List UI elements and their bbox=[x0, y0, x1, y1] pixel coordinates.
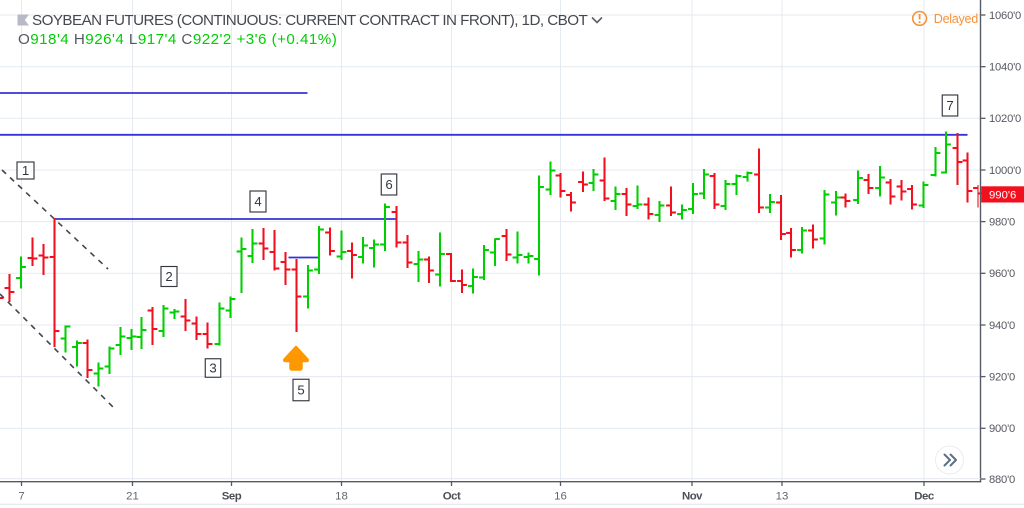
svg-text:Dec: Dec bbox=[914, 491, 934, 503]
svg-text:900'0: 900'0 bbox=[989, 423, 1015, 435]
svg-text:13: 13 bbox=[776, 491, 789, 503]
svg-text:7: 7 bbox=[18, 491, 24, 503]
svg-text:6: 6 bbox=[385, 177, 392, 192]
svg-text:5: 5 bbox=[297, 383, 304, 398]
svg-text:1020'0: 1020'0 bbox=[989, 113, 1021, 125]
svg-text:980'0: 980'0 bbox=[989, 217, 1015, 229]
svg-text:1: 1 bbox=[22, 163, 29, 178]
svg-text:16: 16 bbox=[554, 491, 567, 503]
svg-text:21: 21 bbox=[126, 491, 139, 503]
svg-text:Nov: Nov bbox=[682, 491, 703, 503]
svg-text:Delayed: Delayed bbox=[934, 12, 978, 26]
svg-text:Oct: Oct bbox=[443, 491, 461, 503]
svg-text:18: 18 bbox=[335, 491, 348, 503]
svg-text:4: 4 bbox=[254, 194, 261, 209]
svg-text:O918'4 H926'4 L917'4 C922'2: O918'4 H926'4 L917'4 C922'2 +3'6 (+0.41%… bbox=[18, 31, 337, 48]
svg-text:Sep: Sep bbox=[222, 491, 242, 503]
svg-text:880'0: 880'0 bbox=[989, 474, 1015, 486]
svg-text:1040'0: 1040'0 bbox=[989, 62, 1021, 74]
svg-text:3: 3 bbox=[209, 361, 216, 376]
svg-text:SOYBEAN FUTURES (CONTINUOUS: C: SOYBEAN FUTURES (CONTINUOUS: CURRENT CON… bbox=[32, 12, 587, 29]
svg-text:1060'0: 1060'0 bbox=[989, 10, 1021, 22]
svg-text:920'0: 920'0 bbox=[989, 372, 1015, 384]
svg-text:990'6: 990'6 bbox=[989, 189, 1016, 201]
svg-text:960'0: 960'0 bbox=[989, 268, 1015, 280]
svg-text:2: 2 bbox=[165, 269, 172, 284]
svg-text:7: 7 bbox=[946, 98, 953, 113]
svg-text:940'0: 940'0 bbox=[989, 320, 1015, 332]
svg-text:1000'0: 1000'0 bbox=[989, 165, 1021, 177]
